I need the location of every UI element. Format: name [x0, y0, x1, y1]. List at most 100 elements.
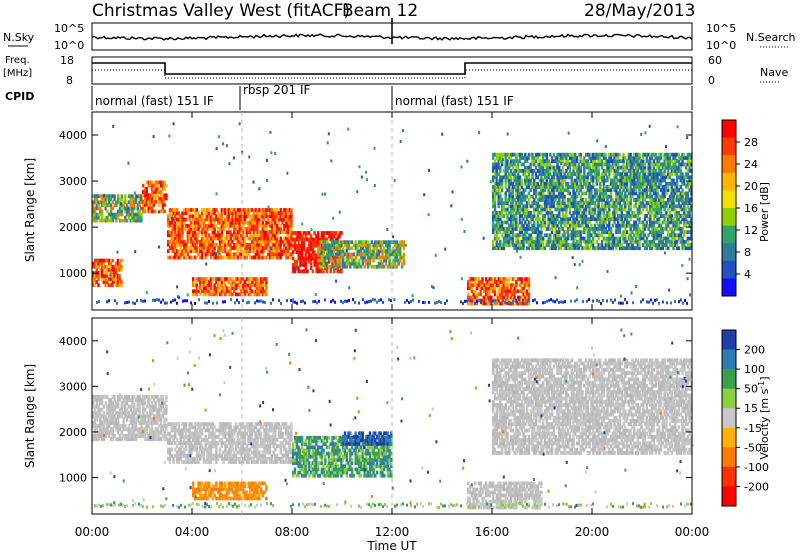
freq-unit: [MHz]	[3, 68, 32, 79]
nsky-panel: N.Sky 10^5 10^0 10^5 10^0 N.Search	[3, 18, 796, 52]
power-feature-6	[317, 240, 406, 269]
power-feature-2	[142, 180, 168, 214]
power-colorbar-swatch	[722, 155, 736, 174]
nsearch-tick-top: 10^5	[706, 22, 736, 35]
cpid-segment-2: rbsp 201 IF	[243, 83, 310, 97]
nsky-tick-bottom: 10^0	[54, 39, 84, 52]
power-colorbar-swatch	[722, 190, 736, 209]
velocity-colorbar-swatch	[722, 486, 736, 507]
power-feature-1	[92, 194, 143, 223]
power-colorbar-tick-label: 4	[744, 268, 751, 281]
power-scatter	[95, 122, 692, 302]
cpid-segment-3: normal (fast) 151 IF	[395, 94, 514, 108]
power-ylabel: Slant Range [km]	[23, 158, 37, 262]
nave-trace	[92, 69, 692, 79]
velocity-feature-5	[467, 481, 543, 510]
x-tick-label: 12:00	[375, 525, 410, 539]
frequency-trace	[92, 62, 692, 75]
power-colorbar-swatch	[722, 172, 736, 191]
power-feature-4	[192, 277, 268, 297]
velocity-colorbar-tick-label: 50	[744, 383, 758, 396]
velocity-ytick-label: 1000	[59, 472, 87, 485]
cpid-panel: CPID normal (fast) 151 IF rbsp 201 IF no…	[5, 83, 693, 110]
power-colorbar-swatch	[722, 260, 736, 279]
power-colorbar-swatch	[722, 120, 736, 138]
plot-date: 28/May/2013	[584, 1, 696, 21]
velocity-scatter	[102, 328, 694, 507]
freq-tick-top: 18	[60, 54, 74, 67]
power-colorbar-swatch	[722, 137, 736, 156]
power-colorbar-tick-label: 28	[744, 136, 758, 149]
nave-tick-top: 60	[708, 54, 722, 67]
freq-tick-bottom: 8	[66, 74, 73, 87]
power-colorbar-tick-label: 24	[744, 158, 758, 171]
power-colorbar-tick-label: 16	[744, 202, 758, 215]
velocity-colorbar-swatch	[722, 427, 736, 448]
velocity-feature-3	[292, 435, 393, 478]
velocity-feature-2	[192, 481, 268, 501]
nsky-label: N.Sky	[3, 31, 35, 44]
velocity-feature-1	[167, 422, 293, 464]
cpid-label: CPID	[5, 90, 34, 103]
power-feature-8	[492, 152, 693, 251]
x-tick-label: 20:00	[575, 525, 610, 539]
velocity-colorbar: 200 100 50 15 -15 -50 -100 -200	[721, 329, 769, 507]
velocity-near-range-strip	[94, 502, 692, 509]
velocity-colorbar-swatch	[722, 408, 736, 429]
velocity-ytick-label: 3000	[59, 380, 87, 393]
x-axis-label: Time UT	[366, 539, 417, 553]
nave-label: Nave	[760, 66, 788, 79]
power-colorbar-swatch	[722, 208, 736, 226]
x-tick-label: 00:00	[675, 525, 710, 539]
velocity-colorbar-tick-label: 200	[744, 344, 765, 357]
velocity-colorbar-swatch	[722, 330, 736, 350]
velocity-colorbar-tick-label: -50	[744, 441, 762, 454]
x-tick-label: 08:00	[275, 525, 310, 539]
velocity-ylabel: Slant Range [km]	[23, 364, 37, 468]
velocity-colorbar-tick-label: 100	[744, 363, 765, 376]
velocity-heatmap-panel: 1000 2000 3000 4000 Slant Range [km]	[23, 317, 694, 515]
x-tick-label: 00:00	[75, 525, 110, 539]
power-colorbar-tick-label: 8	[744, 246, 751, 259]
power-feature-3	[167, 208, 293, 260]
velocity-colorbar-swatch	[722, 349, 736, 370]
power-colorbar-swatch	[722, 278, 736, 297]
power-ytick-label: 3000	[59, 175, 87, 188]
power-ytick-label: 4000	[59, 129, 87, 142]
freq-label: Freq.	[5, 55, 30, 66]
power-colorbar-swatch	[722, 243, 736, 262]
velocity-ytick-label: 2000	[59, 426, 87, 439]
velocity-feature-4	[342, 431, 393, 446]
velocity-colorbar-swatch	[722, 447, 736, 468]
x-tick-label: 04:00	[175, 525, 210, 539]
velocity-colorbar-label: Velocity [m s-1]	[757, 376, 772, 459]
nsearch-tick-bottom: 10^0	[706, 39, 736, 52]
cpid-segment-1: normal (fast) 151 IF	[95, 94, 214, 108]
power-ytick-label: 1000	[59, 267, 87, 280]
velocity-feature-6	[492, 358, 693, 455]
power-colorbar-tick-label: 20	[744, 180, 758, 193]
power-colorbar-label: Power [dB]	[758, 182, 771, 242]
velocity-colorbar-tick-label: 15	[744, 402, 758, 415]
velocity-colorbar-swatch	[722, 388, 736, 409]
power-colorbar: 28 24 20 16 12 8 4	[721, 119, 758, 297]
velocity-colorbar-tick-label: -15	[744, 422, 762, 435]
velocity-feature-0	[92, 394, 168, 442]
power-colorbar-swatch	[722, 225, 736, 244]
x-tick-label: 16:00	[475, 525, 510, 539]
freq-panel: Freq. [MHz] 18 8 60 0 Nave	[3, 54, 788, 87]
velocity-ytick-label: 4000	[59, 335, 87, 348]
beam-label: Beam 12	[342, 1, 418, 21]
velocity-colorbar-tick-label: -200	[744, 480, 769, 493]
velocity-colorbar-tick-label: -100	[744, 461, 769, 474]
nsky-tick-top: 10^5	[54, 22, 84, 35]
power-ytick-label: 2000	[59, 221, 87, 234]
nsearch-label: N.Search	[746, 31, 796, 44]
power-heatmap-panel: 1000 2000 3000 4000 Slant Range [km]	[23, 111, 693, 311]
plot-title: Christmas Valley West (fitACF)	[92, 1, 350, 21]
time-axis: 00:00 04:00 08:00 12:00 16:00 20:00 00:00	[75, 525, 710, 539]
velocity-colorbar-swatch	[722, 466, 736, 487]
nave-tick-bottom: 0	[708, 74, 715, 87]
velocity-colorbar-swatch	[722, 369, 736, 389]
